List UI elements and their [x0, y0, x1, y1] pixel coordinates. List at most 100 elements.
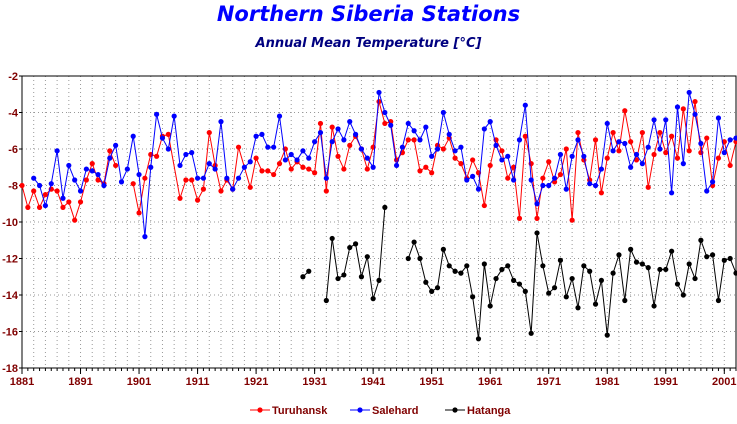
series-segment — [559, 148, 567, 175]
data-point — [19, 182, 25, 189]
data-point — [616, 252, 622, 258]
x-tick-label: 1911 — [186, 376, 210, 388]
series-segment — [132, 136, 140, 175]
data-point — [592, 137, 599, 143]
data-point — [651, 117, 657, 123]
series-segment — [325, 141, 333, 179]
series-segment — [68, 201, 76, 221]
series-segment — [688, 263, 696, 279]
data-point — [522, 133, 528, 139]
data-point — [557, 151, 564, 158]
data-point — [341, 137, 347, 143]
data-point — [77, 188, 84, 194]
series-segment — [477, 128, 485, 190]
series-segment — [56, 190, 64, 208]
data-point — [628, 246, 634, 252]
data-point — [194, 197, 201, 203]
series-segment — [671, 251, 678, 285]
series-segment — [372, 92, 380, 168]
data-point — [704, 254, 710, 260]
series-segment — [68, 165, 76, 181]
series-segment — [191, 179, 199, 201]
data-point — [212, 166, 218, 172]
data-point — [663, 266, 669, 273]
data-point — [622, 108, 628, 114]
series-segment — [308, 141, 316, 159]
data-point — [686, 148, 692, 154]
series-segment — [600, 158, 608, 193]
series-segment — [50, 150, 58, 184]
series-segment — [554, 260, 561, 288]
series-segment — [595, 280, 602, 305]
data-point — [218, 188, 224, 194]
data-point — [288, 151, 294, 158]
series-segment — [156, 114, 163, 139]
data-point — [77, 199, 84, 205]
series-segment — [612, 254, 620, 274]
data-point — [587, 268, 593, 274]
data-point — [335, 153, 341, 159]
data-point — [727, 137, 733, 143]
series-segment — [33, 190, 41, 208]
y-tick-label: -10 — [2, 217, 18, 229]
series-segment — [413, 241, 421, 259]
data-point — [645, 265, 651, 271]
data-point — [698, 140, 704, 147]
series-segment — [542, 265, 550, 294]
series-segment — [595, 139, 602, 193]
series-segment — [138, 174, 146, 237]
data-point — [224, 175, 230, 181]
data-point — [481, 202, 487, 209]
series-segment — [489, 278, 497, 307]
legend-label: Salehard — [372, 405, 418, 417]
series-segment — [472, 296, 479, 339]
data-point — [452, 148, 458, 154]
x-tick-label: 1921 — [244, 376, 268, 388]
series-segment — [103, 158, 111, 186]
data-point — [358, 146, 365, 152]
data-point — [300, 164, 306, 170]
data-point — [505, 175, 511, 181]
series-segment — [407, 241, 415, 259]
series-segment — [44, 183, 52, 206]
series-segment — [571, 132, 579, 221]
data-point — [382, 204, 388, 210]
data-point — [300, 148, 306, 154]
series-segment — [624, 143, 632, 168]
data-point — [674, 104, 681, 110]
y-tick-label: -16 — [2, 327, 18, 339]
series-segment — [138, 178, 146, 213]
data-point — [481, 261, 487, 267]
data-point — [341, 166, 347, 172]
data-point — [493, 275, 499, 282]
series-segment — [390, 125, 398, 166]
data-point — [692, 275, 698, 282]
data-point — [66, 162, 72, 169]
data-point — [83, 177, 89, 183]
data-point — [534, 215, 540, 221]
data-point — [669, 248, 675, 254]
data-point — [645, 184, 651, 190]
data-point — [704, 188, 710, 194]
data-point — [276, 113, 283, 119]
legend: Turuhansk Salehard Hatanga — [250, 405, 511, 417]
data-point — [440, 109, 446, 116]
x-tick-label: 1951 — [419, 376, 443, 388]
x-tick-label: 1931 — [302, 376, 326, 388]
data-point — [575, 137, 581, 143]
series-segment — [477, 263, 485, 339]
data-point — [177, 195, 183, 201]
grid-lines — [21, 75, 737, 369]
series-segment — [729, 258, 737, 274]
data-point — [429, 153, 435, 159]
series-segment — [442, 249, 450, 266]
series-segment — [524, 136, 532, 164]
data-point — [107, 148, 113, 154]
data-point — [323, 297, 329, 304]
series-segment — [518, 136, 526, 219]
data-point — [364, 254, 370, 260]
data-point — [429, 170, 435, 176]
data-point — [657, 129, 663, 136]
series-segment — [647, 154, 655, 188]
